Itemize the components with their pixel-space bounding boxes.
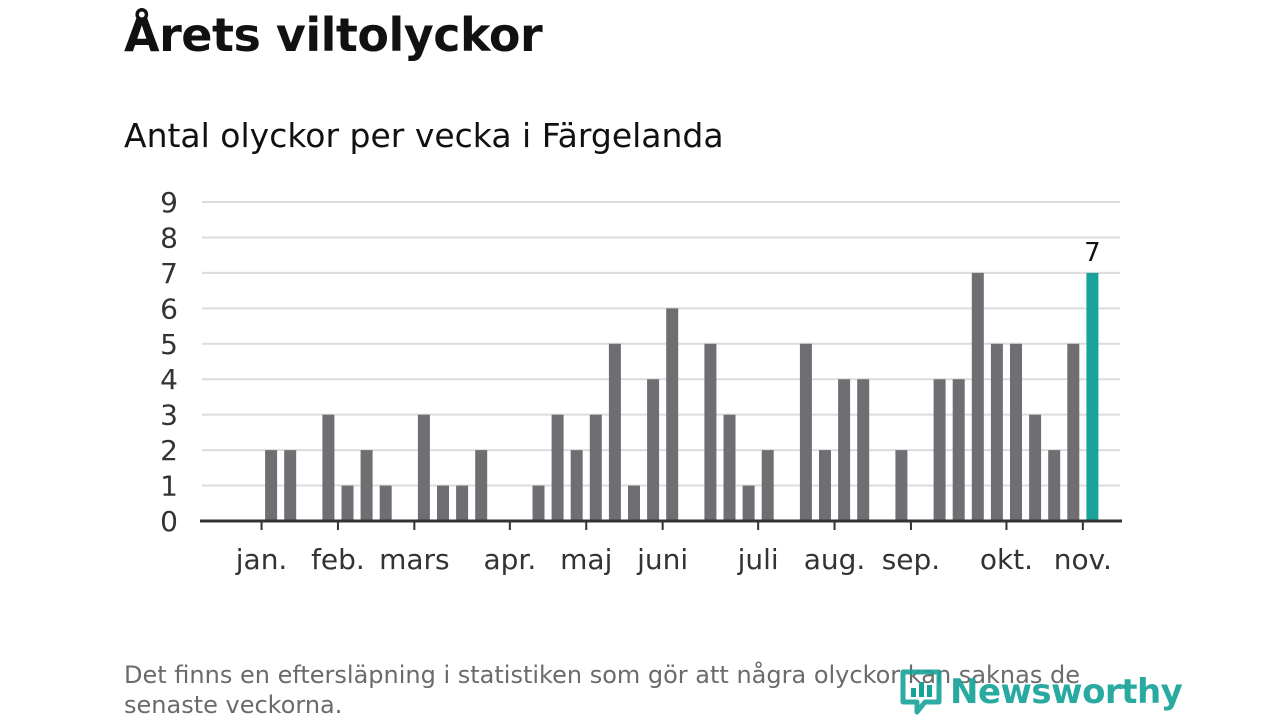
bar-week-45 [1086,272,1099,521]
footnote: Det finns en eftersläpning i statistiken… [124,661,1080,719]
x-tick-label: okt. [980,543,1033,576]
y-tick-label: 4 [160,363,178,396]
bar-week-32 [838,379,851,521]
bar-week-11 [437,485,449,521]
bar-week-23 [666,308,679,521]
bar-week-19 [589,414,602,521]
x-tick-label: nov. [1054,543,1112,576]
bar-week-2 [265,450,278,521]
x-tick-label: aug. [804,543,866,576]
bar-week-38 [952,379,965,521]
y-tick-label: 1 [160,470,178,503]
y-tick-label: 6 [160,292,178,325]
x-axis [200,519,1122,530]
x-axis-month-labels: jan. feb. mars apr. maj juni juli aug. sep. okt. n… [235,543,1112,576]
y-tick-label: 3 [160,399,178,432]
grid-lines [202,201,1120,487]
bar-week-33 [857,379,870,521]
y-tick-label: 7 [160,257,178,290]
bar-week-43 [1048,450,1061,521]
bar-week-37 [933,379,946,521]
x-tick-label: feb. [311,543,365,576]
bars [265,272,1099,521]
bar-week-3 [284,450,297,521]
bar-week-8 [379,485,392,521]
bar-week-7 [360,450,373,521]
x-tick-label: apr. [483,543,536,576]
y-tick-label: 9 [160,186,178,219]
bar-week-13 [475,450,488,521]
bar-week-31 [819,450,831,521]
newsworthy-logo: Newsworthy [900,668,1183,716]
bar-week-12 [456,485,469,521]
newsworthy-logo-text: Newsworthy [950,672,1183,712]
bar-week-44 [1067,343,1080,521]
bar-week-39 [971,272,984,521]
bar-week-10 [417,414,430,521]
bar-week-27 [742,485,755,521]
data-labels: 7 [1084,238,1101,268]
bar-week-26 [723,414,736,521]
x-tick-label: mars [379,543,450,576]
bar-week-40 [990,343,1003,521]
y-tick-label: 8 [160,221,178,254]
chart-subtitle: Antal olyckor per vecka i Färgelanda [124,116,724,155]
newsworthy-logo-icon [900,669,942,715]
bar-week-25 [704,343,717,521]
bar-week-41 [1010,343,1022,521]
highlight-data-label: 7 [1084,238,1101,268]
bar-week-28 [761,450,774,521]
x-tick-label: sep. [882,543,941,576]
x-tick-label: juli [737,543,779,576]
bar-week-6 [341,485,354,521]
x-tick-label: maj [560,543,612,576]
bar-week-42 [1029,414,1042,521]
bar-week-5 [322,414,335,521]
bar-week-20 [608,343,621,521]
bar-week-30 [799,343,812,521]
x-tick-label: jan. [235,543,288,576]
y-tick-label: 0 [160,505,178,538]
bar-week-22 [647,379,660,521]
bar-week-18 [570,450,583,521]
bar-week-35 [895,450,908,521]
bar-week-21 [628,485,640,521]
y-tick-label: 2 [160,434,178,467]
x-tick-label: juni [636,543,688,576]
chart-title: Årets viltolyckor [124,8,543,62]
y-tick-label: 5 [160,328,178,361]
bar-week-17 [551,414,564,521]
bar-week-16 [532,485,545,521]
